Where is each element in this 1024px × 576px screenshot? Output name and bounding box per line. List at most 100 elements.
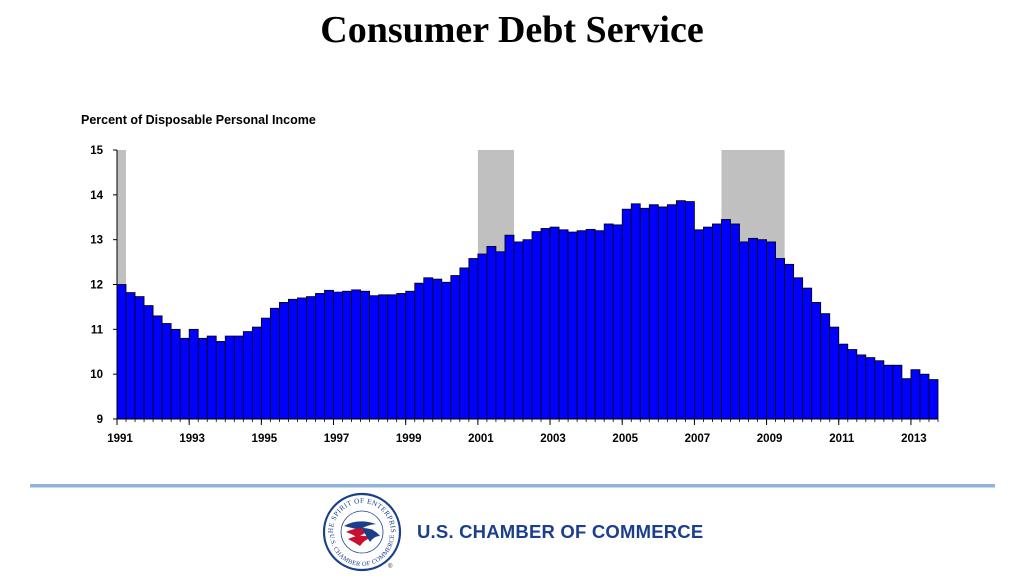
bar xyxy=(784,263,795,420)
y-tick-label: 14 xyxy=(90,190,103,202)
bar xyxy=(288,298,298,420)
bar xyxy=(152,315,163,420)
x-tick-label: 2003 xyxy=(540,433,566,445)
bar xyxy=(666,204,677,420)
y-tick-label: 11 xyxy=(91,324,104,336)
bar xyxy=(594,230,605,420)
bar xyxy=(396,293,407,420)
bar xyxy=(233,335,244,420)
x-tick-label: 1997 xyxy=(324,433,350,445)
bar xyxy=(495,251,506,420)
bar xyxy=(928,379,939,420)
bar xyxy=(639,207,650,420)
bar xyxy=(170,328,181,420)
bar xyxy=(405,290,416,420)
bar xyxy=(477,253,488,420)
bar xyxy=(441,281,452,420)
bar xyxy=(522,239,533,420)
debt-service-chart: Percent of Disposable Personal Income 91… xyxy=(81,113,939,445)
bar xyxy=(558,229,569,420)
bar xyxy=(143,305,154,420)
bar xyxy=(567,231,578,420)
bar xyxy=(269,307,280,420)
y-axis-label: Percent of Disposable Personal Income xyxy=(81,113,316,127)
registered-mark: ® xyxy=(388,563,393,570)
x-tick-label: 2009 xyxy=(757,433,783,445)
organization-name: U.S. CHAMBER OF COMMERCE xyxy=(417,521,704,542)
bar xyxy=(576,230,587,420)
x-tick-label: 1993 xyxy=(179,433,205,445)
bar xyxy=(504,234,515,420)
y-tick-label: 12 xyxy=(90,280,103,292)
bar xyxy=(197,337,208,420)
bar xyxy=(648,204,659,420)
bar xyxy=(883,364,894,420)
bar xyxy=(865,357,876,420)
bar xyxy=(450,275,461,420)
x-tick-label: 1999 xyxy=(396,433,422,445)
y-tick-label: 10 xyxy=(90,369,103,381)
page-title: Consumer Debt Service xyxy=(320,9,704,51)
x-tick-label: 2007 xyxy=(685,433,711,445)
y-tick-label: 9 xyxy=(97,414,103,426)
x-tick-label: 1991 xyxy=(107,433,133,445)
bar xyxy=(206,335,217,420)
bar xyxy=(125,292,136,420)
bar xyxy=(215,341,226,420)
bar xyxy=(540,228,551,420)
bar xyxy=(468,258,479,420)
bar xyxy=(892,364,903,420)
y-tick-label: 13 xyxy=(90,235,103,247)
axes: 9 10 11 12 13 14 15 1991 1993 1995 1997 1999 2001 200… xyxy=(90,145,939,445)
bar xyxy=(820,313,831,420)
bar xyxy=(324,289,334,420)
bar xyxy=(134,296,145,420)
bar xyxy=(910,369,921,420)
bar xyxy=(621,208,632,420)
bar xyxy=(432,278,443,420)
bar xyxy=(856,354,867,420)
bar xyxy=(387,294,398,420)
bar xyxy=(315,293,325,420)
bar xyxy=(919,373,930,420)
x-tick-label: 1995 xyxy=(252,433,278,445)
bar xyxy=(585,228,596,420)
bar xyxy=(721,219,731,420)
bar xyxy=(179,337,190,420)
chamber-seal-icon: THE SPIRIT OF ENTERPRISE U.S. CHAMBER OF… xyxy=(322,492,402,572)
bar xyxy=(847,349,858,420)
bar xyxy=(766,241,777,420)
bar xyxy=(531,231,542,420)
bar xyxy=(694,229,704,420)
bar xyxy=(224,335,235,420)
bar xyxy=(459,267,470,420)
bar xyxy=(297,297,307,420)
footer-logo: THE SPIRIT OF ENTERPRISE U.S. CHAMBER OF… xyxy=(322,492,703,572)
bar xyxy=(739,241,749,420)
bar xyxy=(251,326,262,420)
bar xyxy=(802,287,813,420)
bar xyxy=(161,323,172,420)
bar xyxy=(278,302,289,420)
y-tick-label: 15 xyxy=(90,145,103,157)
bar xyxy=(360,290,371,420)
bar xyxy=(703,226,713,420)
bar xyxy=(369,295,380,420)
bar xyxy=(513,241,524,420)
x-tick-label: 2013 xyxy=(901,433,927,445)
bar xyxy=(612,224,623,420)
bar xyxy=(811,302,822,420)
bar xyxy=(757,239,767,420)
bar xyxy=(333,291,343,420)
bar xyxy=(549,226,560,420)
bar xyxy=(188,328,199,420)
bar xyxy=(351,289,361,420)
bar xyxy=(242,331,253,420)
x-tick-label: 2005 xyxy=(612,433,638,445)
bar xyxy=(838,343,849,420)
bar xyxy=(116,284,127,420)
bar xyxy=(306,296,316,420)
x-tick-label: 2001 xyxy=(468,433,494,445)
bar xyxy=(712,223,722,420)
bar xyxy=(378,294,389,420)
